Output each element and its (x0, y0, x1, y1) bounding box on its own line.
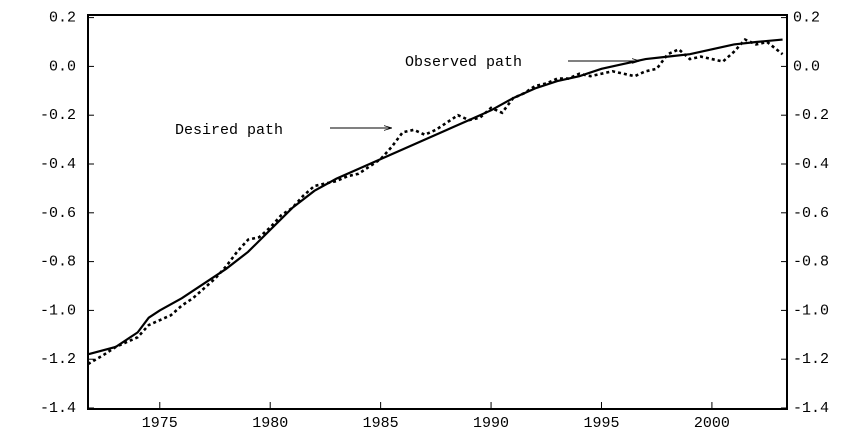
series-line (87, 37, 784, 366)
y-tick-label: 0.0 (49, 58, 76, 75)
y2-tick-label: -0.2 (793, 107, 829, 124)
y-tick-label: -1.2 (40, 351, 76, 368)
plot-frame (87, 14, 788, 410)
y-tick-label: -0.4 (40, 156, 76, 173)
y2-tick-label: -1.2 (793, 351, 829, 368)
x-tick-label: 1990 (473, 415, 509, 432)
x-tick-label: 1975 (142, 415, 178, 432)
y2-tick-label: -1.4 (793, 400, 829, 417)
y-tick-label: -0.6 (40, 205, 76, 222)
annotation: Observed path (405, 54, 522, 71)
x-tick-label: 1995 (583, 415, 619, 432)
y2-tick-label: -0.4 (793, 156, 829, 173)
y2-tick-label: -1.0 (793, 302, 829, 319)
y2-tick-label: 0.2 (793, 10, 820, 27)
y2-tick-label: 0.0 (793, 58, 820, 75)
series-line (87, 38, 783, 356)
annotation: Desired path (175, 122, 283, 139)
y-tick-label: -0.2 (40, 107, 76, 124)
y2-tick-label: -0.6 (793, 205, 829, 222)
y-tick-label: 0.2 (49, 10, 76, 27)
y-tick-label: -0.8 (40, 254, 76, 271)
x-tick-label: 2000 (694, 415, 730, 432)
y-tick-label: -1.0 (40, 302, 76, 319)
x-tick-label: 1985 (363, 415, 399, 432)
y-tick-label: -1.4 (40, 400, 76, 417)
y2-tick-label: -0.8 (793, 254, 829, 271)
x-tick-label: 1980 (252, 415, 288, 432)
